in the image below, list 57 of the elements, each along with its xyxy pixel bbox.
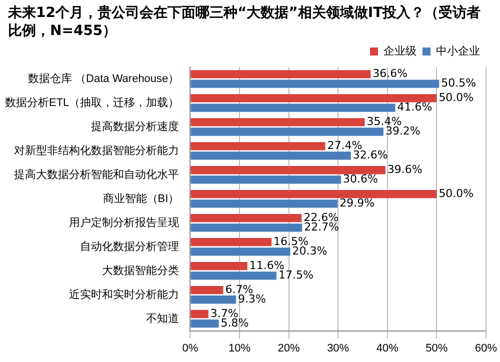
bar	[190, 80, 440, 88]
y-tick-label: 提高大数据分析智能和自动化水平	[14, 168, 180, 181]
y-tick-label: 大数据智能分类	[102, 264, 180, 277]
data-label: 32.6%	[352, 148, 388, 162]
bar	[190, 286, 224, 294]
bar	[190, 128, 384, 136]
bar	[190, 224, 302, 232]
bar	[190, 190, 437, 198]
chart-title: 未来12个月，贵公司会在下面哪三种“大数据”相关领域做IT投入？（受访者比例，N=455）	[8, 4, 482, 40]
y-tick-label: 自动化数据分析管理	[80, 240, 180, 253]
x-tick-label: 0%	[182, 342, 198, 354]
y-tick-label: 数据仓库 （Data Warehouse）	[28, 72, 180, 86]
bar	[190, 152, 351, 160]
y-tick-label: 对新型非结构化数据智能分析能力	[14, 144, 180, 157]
bar	[190, 142, 326, 150]
bar	[190, 214, 302, 222]
y-tick-label: 提高数据分析速度	[91, 120, 180, 133]
data-label: 50.5%	[441, 76, 476, 90]
bar	[190, 296, 236, 304]
bar	[190, 320, 219, 328]
x-tick-label: 50%	[426, 342, 448, 354]
bar	[190, 70, 371, 78]
y-tick-label: 数据分析ETL（抽取，迁移，加载）	[4, 96, 180, 110]
bar	[190, 200, 338, 208]
y-tick-label: 近实时和实时分析能力	[69, 288, 180, 301]
data-label: 30.6%	[343, 172, 378, 186]
data-label: 50.0%	[438, 91, 474, 104]
bar	[190, 104, 396, 112]
x-tick-label: 10%	[228, 342, 251, 354]
bar	[190, 94, 437, 102]
bar	[190, 118, 365, 126]
bar	[190, 238, 272, 246]
data-label: 39.2%	[385, 124, 420, 138]
bar	[190, 176, 342, 184]
data-label: 22.7%	[304, 220, 340, 234]
legend-label: 企业级	[384, 44, 416, 58]
x-tick-label: 20%	[278, 342, 300, 354]
data-label: 36.6%	[372, 67, 408, 80]
y-tick-label: 用户定制分析报告呈现	[69, 216, 180, 229]
data-label: 5.8%	[220, 316, 249, 330]
data-label: 20.3%	[292, 244, 328, 258]
bar	[190, 262, 248, 270]
bar	[190, 166, 386, 174]
x-tick-label: 30%	[327, 342, 350, 354]
y-tick-label: 商业智能（BI）	[102, 192, 180, 205]
x-tick-label: 60%	[474, 342, 498, 354]
bar	[190, 248, 290, 256]
data-label: 41.6%	[397, 100, 432, 114]
data-label: 29.9%	[340, 196, 375, 210]
data-label: 39.6%	[387, 162, 422, 176]
legend-label: 中小企业	[436, 44, 480, 58]
y-tick-label: 不知道	[146, 312, 180, 325]
bar	[190, 310, 208, 318]
data-label: 50.0%	[438, 186, 474, 200]
x-tick-label: 40%	[376, 342, 399, 354]
bar	[190, 272, 276, 280]
data-label: 9.3%	[238, 292, 266, 306]
